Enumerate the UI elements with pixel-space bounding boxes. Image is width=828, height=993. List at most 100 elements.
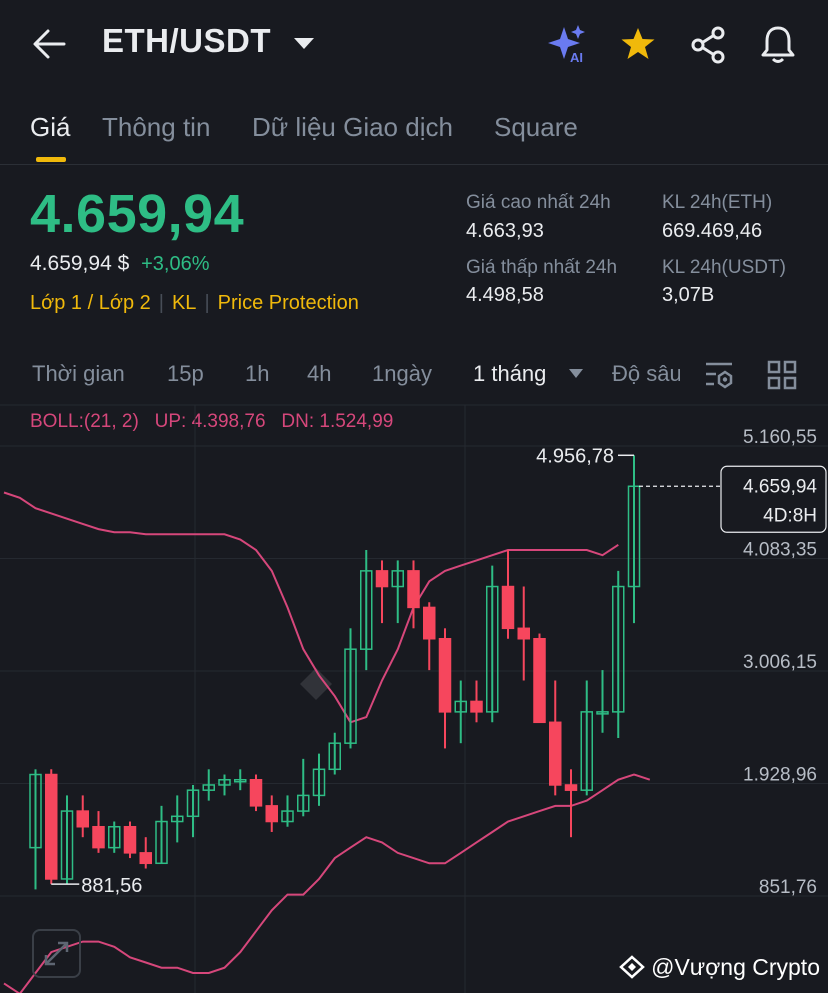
candle-body (139, 852, 152, 865)
tab-square[interactable]: Square (494, 112, 578, 142)
countdown-label: 4D:8H (763, 505, 817, 526)
candle-body (596, 711, 609, 715)
vol-eth-value: 669.469,46 (662, 220, 763, 242)
vol-usdt-value: 3,07B (662, 284, 715, 306)
tag-list: Lớp 1 / Lớp 2 | KL | Price Protection (30, 292, 359, 314)
low-marker-label: 881,56 (81, 875, 142, 897)
y-axis-label: 1.928,96 (743, 764, 817, 785)
back-arrow-icon[interactable] (30, 26, 68, 62)
high-label: Giá cao nhất 24h (466, 192, 611, 213)
chevron-down-icon[interactable] (292, 36, 316, 52)
candle-body (171, 815, 184, 823)
y-axis-label: 3.006,15 (743, 652, 817, 673)
tab-trading-data[interactable]: Dữ liệu Giao dịch (252, 112, 453, 142)
share-icon[interactable] (690, 26, 728, 64)
bell-icon[interactable] (760, 24, 796, 64)
last-price-box (720, 465, 827, 533)
active-tab-indicator (36, 157, 66, 162)
candle-body (92, 825, 105, 849)
y-axis-label: 851,76 (759, 877, 817, 898)
boll-lower-line (3, 773, 651, 993)
tf-1month[interactable]: 1 tháng (473, 361, 547, 386)
candle-body (202, 784, 215, 791)
star-icon[interactable] (619, 26, 657, 62)
candle-body (486, 585, 499, 713)
tag-layer[interactable]: Lớp 1 / Lớp 2 (30, 292, 151, 314)
diamond-logo-icon (618, 955, 645, 979)
candle-body (612, 585, 625, 713)
candle-body (186, 789, 200, 818)
pair-title[interactable]: ETH/USDT (102, 22, 271, 59)
candle-body (60, 810, 74, 880)
boll-legend: BOLL:(21, 2) UP: 4.398,76 DN: 1.524,99 (30, 411, 393, 433)
candle-body (76, 810, 89, 828)
candle-body (375, 570, 389, 588)
candle-body (123, 825, 137, 854)
watermark-text: @Vượng Crypto (651, 954, 820, 980)
candlestick-chart[interactable]: 5.160,55 4.083,35 3.006,15 1.928,96 851,76 4… (0, 400, 828, 993)
author-watermark: @Vượng Crypto (618, 954, 820, 981)
boll-up: UP: 4.398,76 (154, 411, 266, 432)
candle-body (265, 805, 278, 823)
tf-1d[interactable]: 1ngày (372, 361, 432, 386)
candle-body (501, 585, 515, 630)
chart-grid (0, 404, 828, 993)
price-sub: 4.659,94 $ +3,06% (30, 252, 210, 276)
change-percent: +3,06% (141, 253, 210, 275)
tab-info[interactable]: Thông tin (102, 112, 211, 142)
candle-body (454, 700, 467, 713)
tag-kl[interactable]: KL (171, 292, 197, 314)
candle-body (360, 570, 373, 650)
boll-upper-line (3, 491, 619, 724)
low-label: Giá thấp nhất 24h (466, 257, 618, 278)
candle-body (470, 700, 483, 713)
boll-bands (3, 491, 651, 993)
tab-bar: Giá Thông tin Dữ liệu Giao dịch Square (0, 100, 828, 165)
y-axis-label: 5.160,55 (743, 427, 817, 448)
candle-body (627, 485, 641, 588)
y-axis-label: 4.083,35 (743, 540, 817, 561)
tf-15m[interactable]: 15p (167, 361, 204, 386)
candle-body (297, 794, 310, 812)
high-value: 4.663,93 (466, 220, 544, 242)
candle-body (328, 742, 341, 771)
candle-body (281, 810, 294, 823)
ai-badge-text: AI (570, 50, 583, 65)
candle-body (108, 825, 121, 849)
candle-body (234, 778, 247, 783)
usd-price: 4.659,94 $ (30, 252, 130, 275)
ai-sparkle-icon[interactable]: AI (548, 25, 590, 65)
vol-eth-label: KL 24h(ETH) (662, 192, 773, 213)
annotations: 4.956,78 881,56 4.659,94 4D:8H (51, 445, 827, 897)
expand-chart-button[interactable] (32, 929, 81, 978)
expand-icon (44, 941, 69, 966)
candle-body (549, 721, 562, 786)
y-axis: 5.160,55 4.083,35 3.006,15 1.928,96 851,76 (743, 427, 817, 898)
tag-price-protection[interactable]: Price Protection (217, 292, 359, 314)
candle-body (45, 773, 58, 880)
tf-1h[interactable]: 1h (245, 361, 270, 386)
boll-dn: DN: 1.524,99 (281, 411, 394, 432)
candle-body (564, 784, 578, 791)
candle-body (438, 638, 452, 713)
tf-4h[interactable]: 4h (307, 361, 332, 386)
candle-body (580, 711, 593, 791)
candle-body (391, 570, 404, 588)
candle-body (517, 627, 530, 640)
tf-depth[interactable]: Độ sâu (612, 361, 680, 386)
tab-price[interactable]: Giá (30, 112, 71, 142)
tf-dropdown-icon[interactable] (568, 368, 584, 380)
vol-usdt-label: KL 24h(USDT) (662, 257, 786, 278)
candle-body (407, 570, 420, 609)
candle-body (249, 778, 263, 807)
high-marker-label: 4.956,78 (536, 445, 614, 467)
candle-body (155, 820, 168, 865)
last-price: 4.659,94 (30, 184, 245, 244)
tf-time[interactable]: Thời gian (32, 361, 125, 386)
last-price-label: 4.659,94 (743, 476, 817, 497)
candle-body (29, 773, 42, 849)
grid-layout-icon[interactable] (767, 360, 797, 390)
indicator-settings-icon[interactable] (704, 360, 736, 390)
candles (29, 455, 641, 890)
candle-body (344, 648, 357, 744)
